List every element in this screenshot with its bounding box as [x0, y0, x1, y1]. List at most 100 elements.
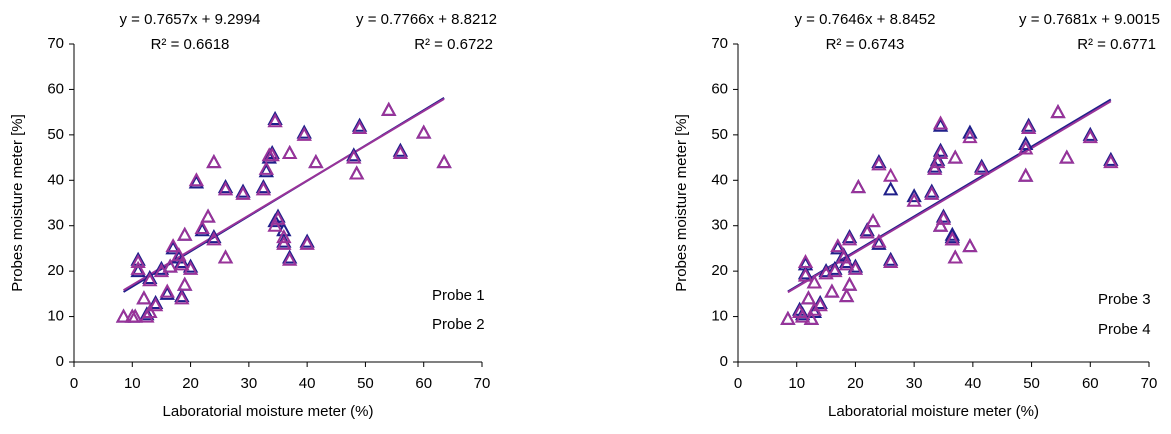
marker	[235, 183, 251, 198]
x-tick-label: 30	[241, 375, 258, 392]
x-tick-label: 50	[357, 375, 374, 392]
marker	[944, 231, 960, 246]
marker	[806, 274, 823, 289]
marker	[436, 154, 452, 169]
marker	[800, 290, 817, 305]
y-tick-label: 70	[47, 35, 64, 52]
marker	[859, 224, 875, 239]
marker	[1020, 117, 1037, 132]
marker	[812, 297, 828, 312]
marker	[255, 179, 272, 194]
marker	[1082, 129, 1098, 144]
y-tick-label: 0	[56, 353, 64, 370]
marker	[841, 276, 858, 291]
marker	[416, 124, 432, 139]
marker	[235, 185, 251, 200]
x-tick-label: 0	[734, 375, 742, 392]
r-squared: R² = 0.6743	[826, 36, 905, 53]
marker	[882, 167, 899, 182]
marker	[153, 260, 170, 275]
equation: y = 0.7646x + 8.8452	[795, 11, 936, 28]
x-tick-label: 60	[1082, 375, 1099, 392]
marker	[162, 258, 178, 273]
marker	[871, 235, 887, 250]
marker	[827, 263, 843, 278]
marker	[177, 226, 193, 241]
marker	[264, 144, 280, 160]
marker	[882, 253, 899, 269]
marker	[296, 124, 312, 139]
marker	[159, 283, 175, 298]
y-tick-label: 30	[711, 217, 728, 234]
marker	[812, 294, 828, 309]
marker	[281, 249, 298, 264]
marker	[838, 288, 855, 303]
marker	[174, 256, 190, 271]
marker	[932, 115, 949, 130]
y-tick-label: 20	[47, 262, 64, 279]
marker	[147, 294, 164, 309]
marker	[962, 124, 978, 139]
marker	[935, 208, 952, 223]
x-tick-label: 30	[906, 375, 923, 392]
r-squared: R² = 0.6618	[151, 36, 230, 53]
marker	[174, 290, 190, 305]
marker	[944, 228, 960, 244]
marker	[803, 310, 820, 325]
marker	[962, 238, 978, 253]
marker	[841, 231, 858, 246]
marker	[255, 181, 272, 196]
marker	[130, 260, 146, 275]
y-tick-label: 70	[711, 35, 728, 52]
marker	[794, 308, 811, 323]
marker	[924, 185, 940, 200]
legend-label: Probe 2	[432, 316, 485, 333]
marker	[794, 306, 811, 321]
x-tick-label: 20	[182, 375, 199, 392]
y-axis-label: Probes moisture meter [%]	[9, 114, 26, 292]
marker	[929, 151, 946, 166]
marker	[267, 217, 283, 232]
marker	[932, 217, 949, 232]
marker	[188, 174, 205, 189]
x-tick-label: 70	[474, 375, 491, 392]
marker	[797, 267, 814, 282]
marker	[841, 228, 858, 244]
y-axis-label: Probes moisture meter [%]	[673, 114, 690, 292]
marker	[130, 253, 146, 269]
marker	[859, 222, 875, 237]
marker	[830, 240, 846, 255]
y-tick-label: 40	[711, 171, 728, 188]
marker	[182, 260, 199, 275]
marker	[1018, 140, 1034, 155]
x-tick-label: 60	[415, 375, 432, 392]
y-tick-label: 50	[47, 126, 64, 143]
marker	[944, 226, 960, 241]
marker	[780, 310, 796, 325]
y-tick-label: 60	[47, 80, 64, 97]
y-tick-label: 10	[711, 308, 728, 325]
marker	[351, 117, 368, 132]
marker	[165, 240, 181, 255]
marker	[217, 181, 234, 196]
marker	[927, 160, 943, 175]
marker	[177, 276, 193, 291]
marker	[1020, 119, 1037, 135]
marker	[281, 144, 298, 160]
trendline	[123, 98, 445, 292]
y-tick-label: 30	[47, 217, 64, 234]
x-tick-label: 0	[70, 375, 78, 392]
marker	[1050, 104, 1066, 119]
marker	[174, 253, 190, 269]
legend-label: Probe 3	[1098, 291, 1151, 308]
marker	[932, 117, 949, 132]
marker	[299, 233, 315, 248]
marker	[962, 129, 978, 144]
marker	[351, 119, 368, 135]
y-tick-label: 10	[47, 308, 64, 325]
marker	[127, 308, 143, 323]
marker	[906, 188, 922, 203]
marker	[882, 181, 899, 196]
marker	[217, 179, 234, 194]
